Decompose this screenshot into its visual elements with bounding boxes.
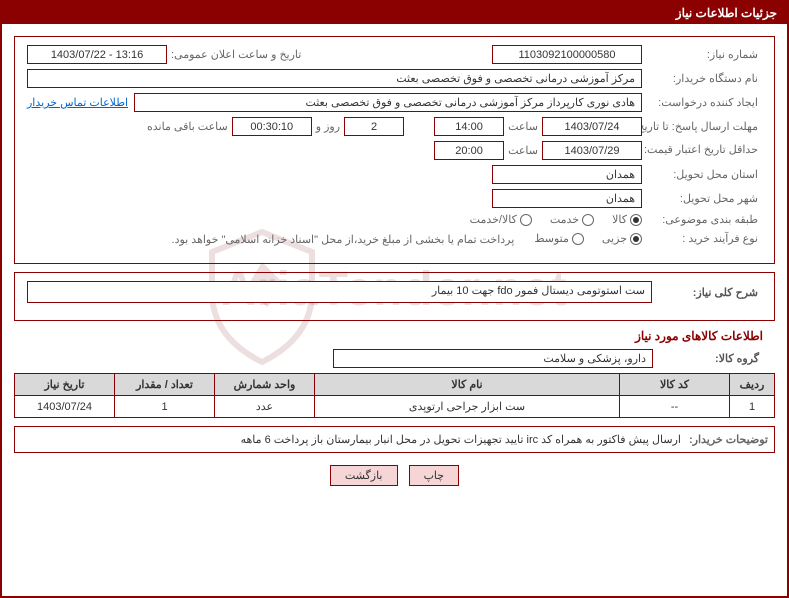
radio-icon [572,233,584,245]
buyer-org-field: مرکز آموزشی درمانی تخصصی و فوق تخصصی بعث… [27,69,642,88]
days-and-label: روز و [312,120,344,133]
th-row: ردیف [730,374,775,396]
cat-both-radio[interactable]: کالا/خدمت [470,213,532,226]
province-field: همدان [492,165,642,184]
buyer-contact-link[interactable]: اطلاعات تماس خریدار [27,96,128,109]
th-date: تاریخ نیاز [15,374,115,396]
td-row: 1 [730,396,775,418]
remaining-label: ساعت باقی مانده [143,120,232,133]
province-label: استان محل تحویل: [642,168,762,181]
payment-note: پرداخت تمام یا بخشی از مبلغ خرید،از محل … [172,233,515,246]
reply-deadline-date-field: 1403/07/24 [542,117,642,136]
group-field: دارو، پزشکی و سلامت [333,349,653,368]
category-radio-group: کالا خدمت کالا/خدمت [470,213,642,226]
pt-small-radio[interactable]: جزیی [602,232,642,245]
description-panel: شرح کلی نیاز: ست استوتومی دیستال فمور fd… [14,272,775,321]
print-button[interactable]: چاپ [409,465,460,486]
days-remaining-field: 2 [344,117,404,136]
td-name: ست ابزار جراحی ارتوپدی [315,396,620,418]
creator-field: هادی نوری کارپرداز مرکز آموزشی درمانی تخ… [134,93,642,112]
general-desc-label: شرح کلی نیاز: [652,286,762,299]
buyer-note-label: توضیحات خریدار: [681,433,768,446]
need-number-field: 1103092100000580 [492,45,642,64]
purchase-type-label: نوع فرآیند خرید : [642,232,762,245]
group-label: گروه کالا: [653,352,763,365]
goods-info-title: اطلاعات کالاهای مورد نیاز [14,329,763,343]
radio-icon [630,233,642,245]
table-row: 1 -- ست ابزار جراحی ارتوپدی عدد 1 1403/0… [15,396,775,418]
radio-icon [520,214,532,226]
th-code: کد کالا [620,374,730,396]
general-desc-field: ست استوتومی دیستال فمور fdo جهت 10 بیمار [27,281,652,303]
page-title: جزئیات اطلاعات نیاز [676,6,777,20]
cat-goods-radio[interactable]: کالا [612,213,642,226]
hour-label-2: ساعت [504,144,542,157]
announce-date-label: تاریخ و ساعت اعلان عمومی: [167,48,305,61]
td-unit: عدد [215,396,315,418]
reply-deadline-label: مهلت ارسال پاسخ: تا تاریخ: [642,120,762,133]
radio-icon [630,214,642,226]
validity-time-field: 20:00 [434,141,504,160]
goods-table: ردیف کد کالا نام کالا واحد شمارش تعداد /… [14,373,775,418]
validity-date-field: 1403/07/29 [542,141,642,160]
validity-label: حداقل تاریخ اعتبار قیمت: تا تاریخ: [642,144,762,157]
need-number-label: شماره نیاز: [642,48,762,61]
th-unit: واحد شمارش [215,374,315,396]
td-qty: 1 [115,396,215,418]
city-label: شهر محل تحویل: [642,192,762,205]
city-field: همدان [492,189,642,208]
back-button[interactable]: بازگشت [330,465,398,486]
buyer-org-label: نام دستگاه خریدار: [642,72,762,85]
main-form-panel: شماره نیاز: 1103092100000580 تاریخ و ساع… [14,36,775,264]
announce-date-field: 13:16 - 1403/07/22 [27,45,167,64]
radio-icon [582,214,594,226]
page-header: جزئیات اطلاعات نیاز [2,2,787,24]
category-label: طبقه بندی موضوعی: [642,213,762,226]
cat-service-radio[interactable]: خدمت [550,213,594,226]
td-date: 1403/07/24 [15,396,115,418]
time-remaining-field: 00:30:10 [232,117,312,136]
creator-label: ایجاد کننده درخواست: [642,96,762,109]
th-qty: تعداد / مقدار [115,374,215,396]
buyer-notes-box: توضیحات خریدار: ارسال پیش فاکتور به همرا… [14,426,775,453]
action-buttons: چاپ بازگشت [14,465,775,486]
pt-medium-radio[interactable]: متوسط [534,232,584,245]
reply-deadline-time-field: 14:00 [434,117,504,136]
td-code: -- [620,396,730,418]
hour-label-1: ساعت [504,120,542,133]
purchase-type-radio-group: جزیی متوسط [534,232,642,245]
th-name: نام کالا [315,374,620,396]
buyer-note-text: ارسال پیش فاکتور به همراه کد irc تایید ت… [21,433,681,446]
